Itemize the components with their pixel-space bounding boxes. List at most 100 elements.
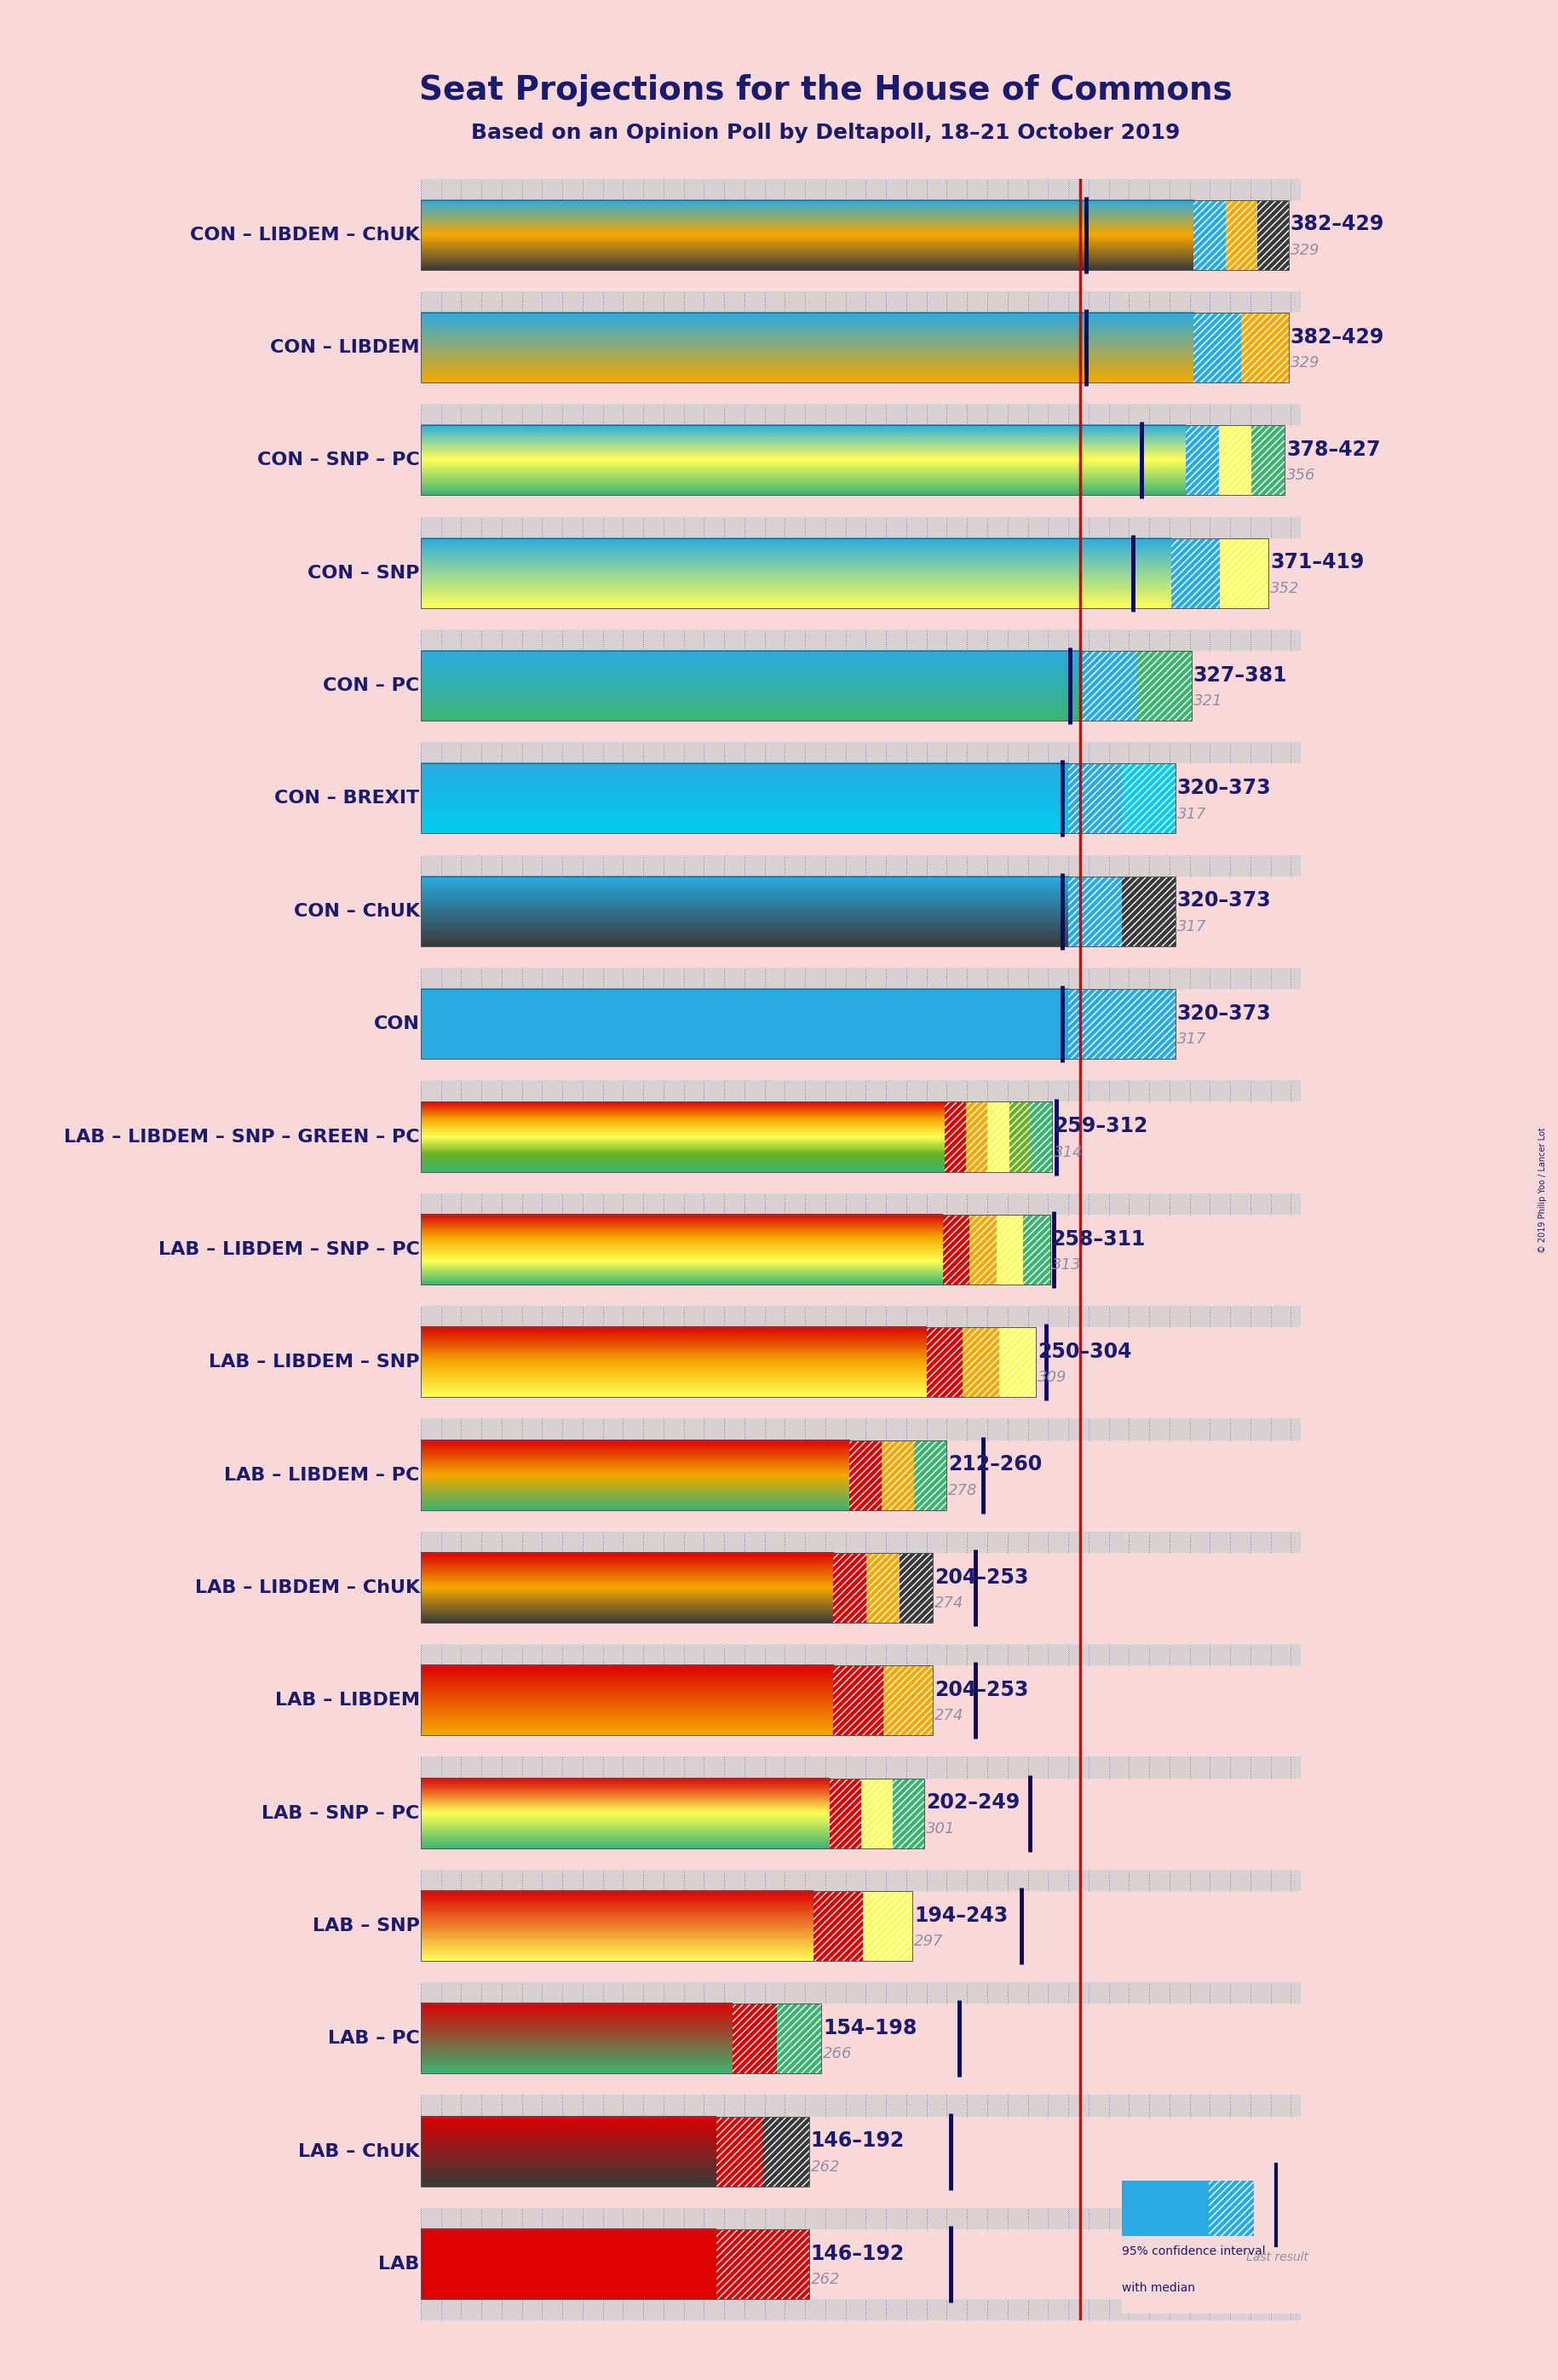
Bar [1242,312,1288,383]
Text: CON – SNP: CON – SNP [308,564,419,581]
Bar [1220,538,1268,607]
Text: LAB – LIBDEM: LAB – LIBDEM [274,1692,419,1709]
Bar [1137,650,1192,721]
Bar [963,1328,999,1397]
Bar [988,1102,1010,1171]
Text: 250–304: 250–304 [1038,1342,1131,1361]
Bar [421,650,1192,721]
Text: 274: 274 [935,1709,964,1723]
Bar [966,1102,988,1171]
Bar [421,538,1268,607]
Text: LAB – SNP: LAB – SNP [313,1918,419,1935]
Bar [966,1102,988,1171]
Text: 309: 309 [1038,1371,1067,1385]
Bar [863,1892,913,1961]
Bar [421,1892,913,1961]
Text: 320–373: 320–373 [1178,778,1271,797]
Bar [421,1102,1052,1171]
Text: with median: with median [1122,2282,1195,2294]
Bar [717,2230,809,2299]
Bar [421,854,1301,876]
Bar [421,2004,821,2073]
Bar [1030,1102,1052,1171]
Bar [421,1530,1301,1552]
Text: Last result: Last result [1246,2251,1309,2263]
Bar [421,178,1301,200]
Text: 202–249: 202–249 [925,1792,1020,1814]
Bar [834,1552,866,1623]
Bar [1209,2180,1254,2237]
Bar [1024,1214,1050,1285]
Bar [944,1102,966,1171]
Text: 320–373: 320–373 [1178,890,1271,912]
Bar [421,743,1301,764]
Bar [421,990,1175,1059]
Text: 382–429: 382–429 [1290,214,1385,236]
Text: 352: 352 [1270,581,1299,595]
Text: 278: 278 [949,1483,978,1497]
Text: 146–192: 146–192 [810,2130,905,2152]
Bar [421,1778,924,1849]
Text: LAB – LIBDEM – SNP – GREEN – PC: LAB – LIBDEM – SNP – GREEN – PC [64,1128,419,1145]
Text: LAB – LIBDEM – ChUK: LAB – LIBDEM – ChUK [195,1580,419,1597]
Bar [882,1440,915,1509]
Bar [1193,312,1242,383]
Bar [866,1552,899,1623]
Bar [421,1418,1301,1440]
Bar [1010,1102,1030,1171]
Text: LAB – LIBDEM – SNP: LAB – LIBDEM – SNP [209,1354,419,1371]
Bar [969,1214,997,1285]
Bar [999,1328,1036,1397]
Bar [421,200,1288,269]
Text: 320–373: 320–373 [1178,1004,1271,1023]
Text: LAB – ChUK: LAB – ChUK [298,2142,419,2161]
Text: Seat Projections for the House of Commons: Seat Projections for the House of Common… [419,74,1232,107]
Bar [717,2116,763,2187]
Bar [963,1328,999,1397]
Bar [834,1552,866,1623]
Text: 262: 262 [810,2159,840,2175]
Bar [421,764,1175,833]
Bar [943,1214,969,1285]
Bar [813,1892,863,1961]
Bar [421,1666,933,1735]
Text: CON – SNP – PC: CON – SNP – PC [257,452,419,469]
Text: 301: 301 [925,1821,955,1837]
Bar [1193,200,1226,269]
Bar [421,290,1301,312]
Text: 212–260: 212–260 [949,1454,1042,1476]
Bar [1069,990,1175,1059]
Bar [1122,2180,1209,2237]
Bar [1069,764,1122,833]
Text: 321: 321 [1193,693,1223,709]
Bar [883,1666,933,1735]
Bar [834,1666,883,1735]
Bar [1122,876,1175,947]
Bar [927,1328,963,1397]
Bar [893,1778,924,1849]
Bar [1220,538,1268,607]
Text: CON: CON [374,1016,419,1033]
Text: 329: 329 [1290,355,1320,371]
Bar [862,1778,893,1849]
Text: 327–381: 327–381 [1193,664,1287,685]
Bar [1069,764,1122,833]
Bar [915,1440,947,1509]
Bar [421,312,1288,383]
Bar [915,1440,947,1509]
Text: 154–198: 154–198 [823,2018,918,2037]
Bar [1030,1102,1052,1171]
Bar [421,516,1301,538]
Bar [997,1214,1024,1285]
Bar [421,1081,1301,1102]
Bar [1257,200,1288,269]
Text: 356: 356 [1287,469,1317,483]
Text: 382–429: 382–429 [1290,326,1385,347]
Bar [777,2004,821,2073]
Text: CON – LIBDEM: CON – LIBDEM [270,338,419,357]
Bar [421,2230,809,2299]
Bar [1257,200,1288,269]
Text: 266: 266 [823,2047,852,2061]
Bar [1122,764,1175,833]
Bar [421,1983,1301,2004]
